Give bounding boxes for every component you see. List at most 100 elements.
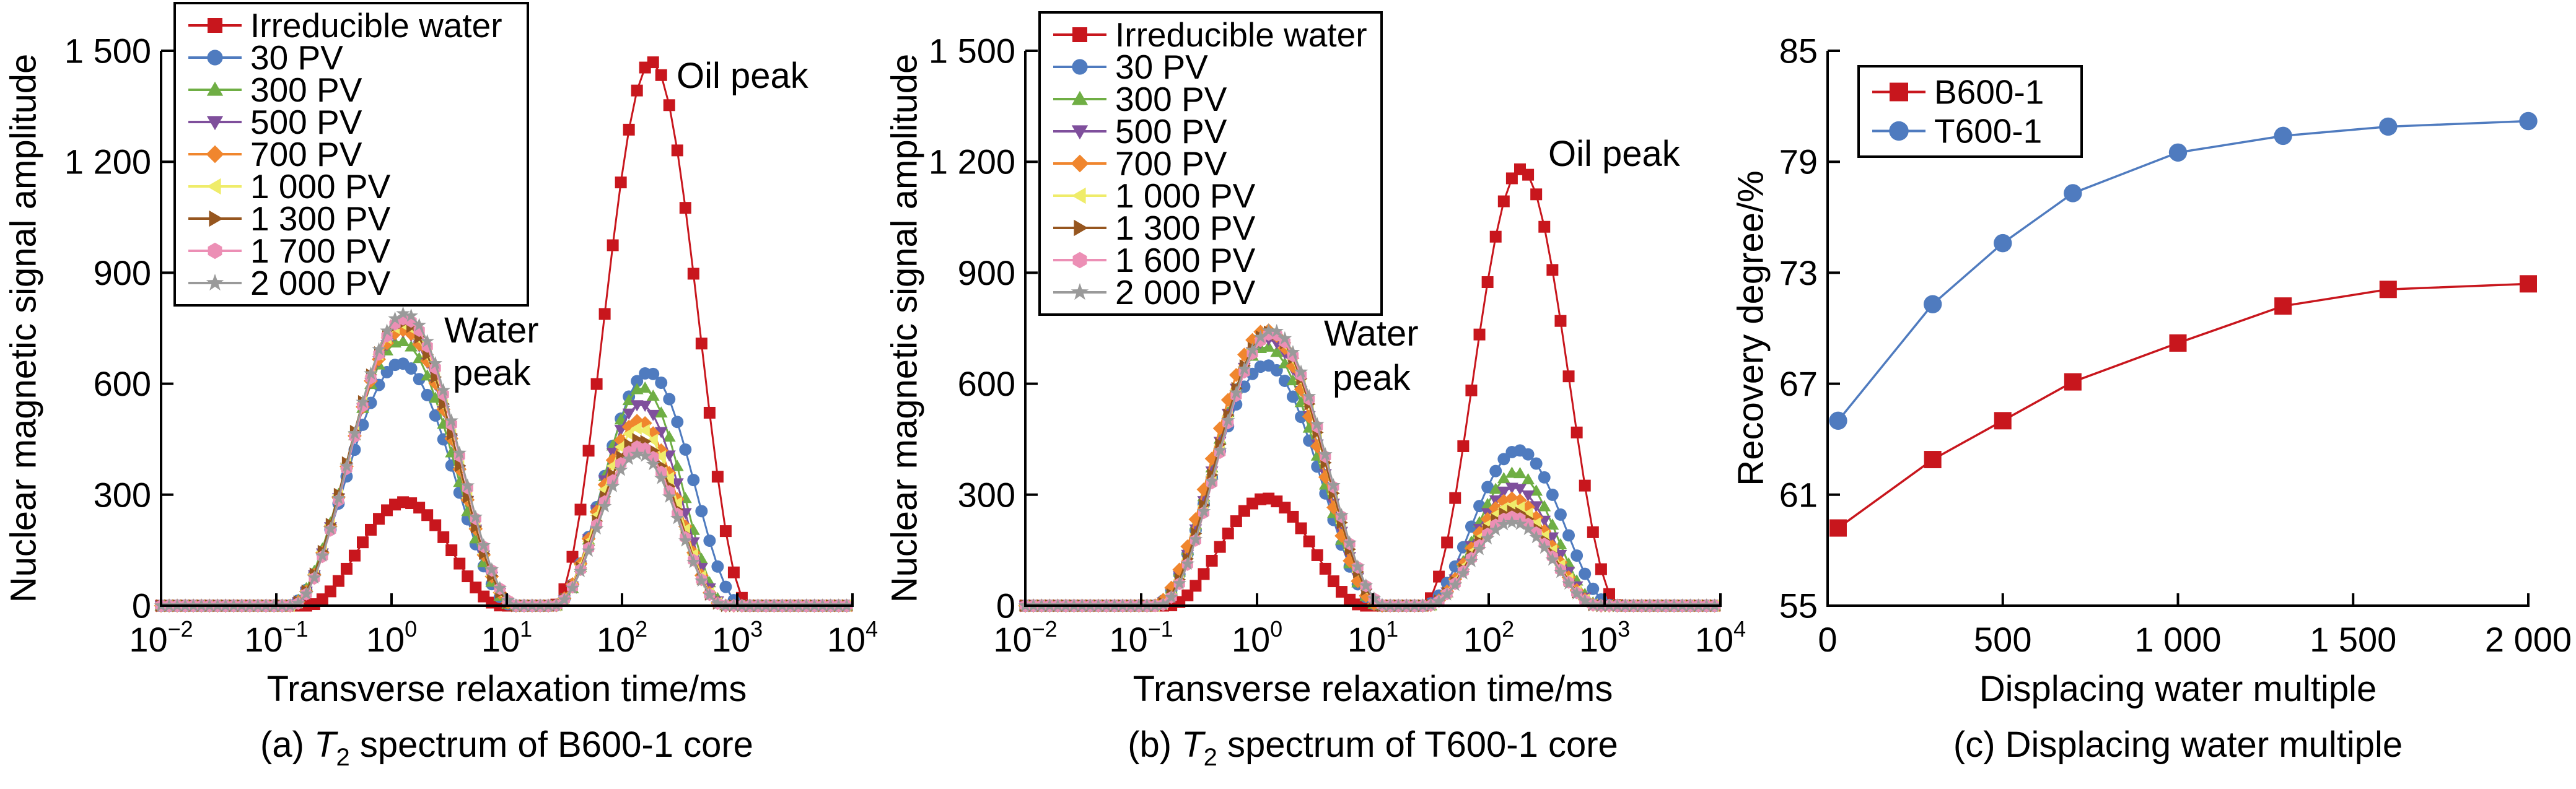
x-tick-label: 103 [1579,616,1630,659]
data-point [638,401,652,412]
tick-exponent: 0 [405,616,417,642]
legend-label: Irreducible water [250,6,502,45]
data-point [1204,474,1219,487]
tick-exponent: 3 [750,616,763,642]
data-point [1464,554,1479,567]
data-point [670,478,684,490]
x-tick-label: 10−2 [129,616,193,659]
data-point [455,459,467,473]
series-2-000-pv [154,306,854,612]
data-point [1562,370,1575,383]
data-point [291,596,305,609]
caption-prefix: (c) Displacing water multiple [1953,725,2403,765]
data-point [1587,526,1599,538]
x-tick-label: 2 000 [2485,620,2572,659]
data-point [493,580,507,595]
tick-exponent: 2 [1502,616,1514,642]
data-point [1480,531,1495,545]
data-point [597,499,612,513]
data-point [1545,552,1560,566]
legend-box [1857,65,2083,158]
data-point [1994,233,2012,253]
data-point [1569,586,1584,600]
legend-label: 2 000 PV [250,264,391,302]
data-point [2519,111,2538,131]
legend-item: 500 PV [188,103,362,141]
data-point [484,562,499,576]
data-point [470,582,482,594]
data-point [413,373,426,386]
data-point [663,393,676,406]
legend-label: 700 PV [250,135,362,173]
legend-item: T600-1 [1872,112,2042,150]
data-point [1270,346,1284,357]
data-point [582,445,595,457]
data-point [1497,472,1510,484]
y-tick-label: 1 500 [929,32,1015,71]
data-point [209,210,224,227]
tick-base: 10 [1232,620,1270,659]
legend-label: 300 PV [250,71,362,109]
data-point [1253,329,1268,344]
data-point [1164,590,1178,603]
data-point [695,505,708,518]
data-point [1269,323,1284,338]
legend-label: 1 000 PV [1115,177,1256,215]
x-tick-label: 10−2 [993,616,1057,659]
legend-label: 700 PV [1115,144,1227,183]
legend-item: 500 PV [1053,112,1227,150]
tick-base: 10 [597,620,635,659]
data-point [1343,535,1357,549]
data-point [1481,276,1494,289]
legend-item: B600-1 [1872,73,2044,111]
x-axis-title: Transverse relaxation time/ms [267,669,747,709]
data-point [1351,559,1365,573]
data-point [1180,556,1195,570]
data-point [679,202,691,214]
data-point [1286,345,1300,359]
data-point [1196,503,1211,518]
data-point [565,580,580,595]
caption-italic: T [314,725,338,765]
data-point [1497,486,1510,498]
data-point [2520,275,2537,293]
data-point [1513,517,1527,530]
data-point [1488,501,1503,515]
data-point [1294,396,1308,408]
tick-base: 10 [1579,620,1618,659]
data-point [356,394,370,408]
data-point [1172,576,1187,590]
tick-exponent: 4 [865,616,878,642]
data-point [678,533,693,547]
data-point [1457,440,1470,452]
data-point [662,489,677,503]
data-point [581,543,596,557]
data-point [1489,464,1502,477]
data-point [1189,580,1202,592]
x-tick-label: 104 [1695,616,1746,659]
data-point [1072,27,1087,42]
data-point [1375,598,1390,611]
data-point [2274,126,2292,146]
tick-base: 10 [481,620,520,659]
x-tick-label: 102 [597,616,647,659]
tick-base: 10 [1463,620,1502,659]
legend-label: 1 300 PV [1115,209,1256,247]
data-point [655,377,668,389]
data-point [1472,541,1487,556]
y-tick-label: 300 [958,475,1015,514]
series-line [1837,282,2529,529]
data-point [444,413,459,427]
data-point [1071,187,1086,204]
data-point [647,56,659,69]
data-point [1488,522,1503,536]
data-point [1164,580,1179,595]
x-axis-title: Transverse relaxation time/ms [1133,669,1613,709]
oil-peak-annotation: Oil peak [677,56,809,96]
data-point [1829,411,1847,430]
data-point [331,490,346,505]
x-tick-label: 500 [1974,620,2031,659]
legend-box [173,2,529,307]
panel-c-recovery-degree: 55 61 67 73 79 85 0 500 1 000 1 500 2 000 Displacin… [1731,32,2572,765]
legend-label: 500 PV [1115,112,1227,150]
